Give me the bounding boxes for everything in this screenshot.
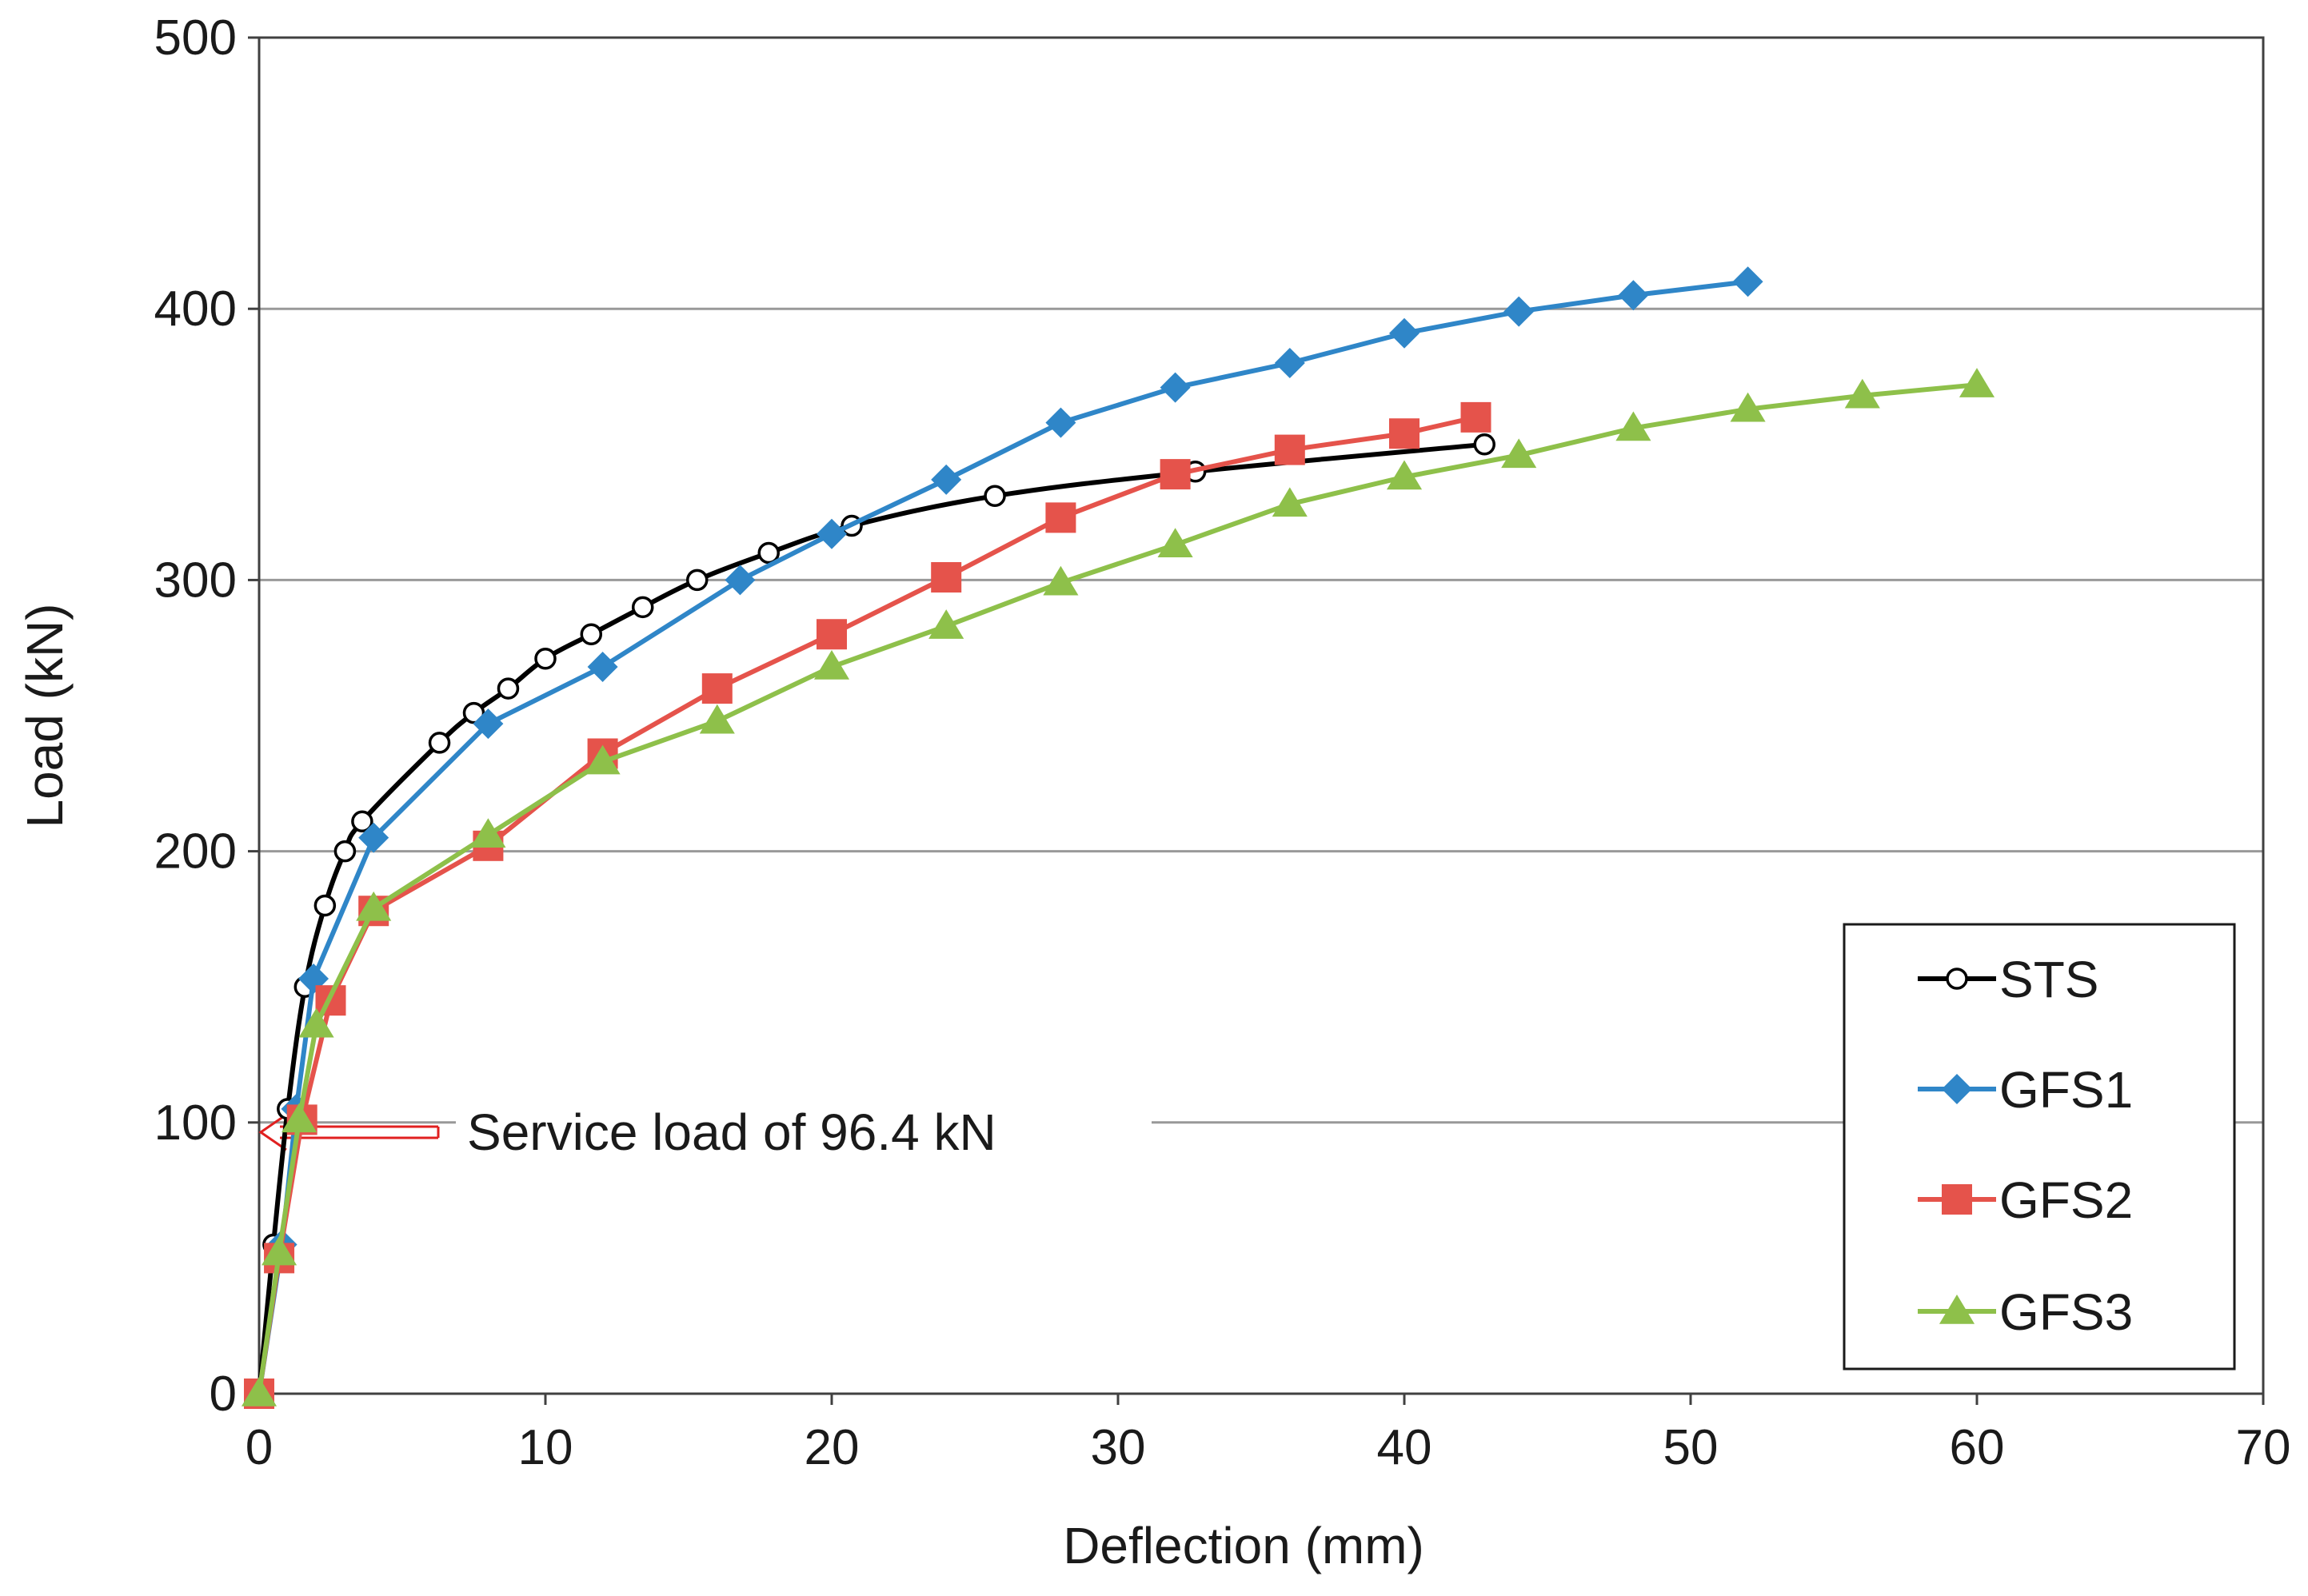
data-point-gfs1 bbox=[358, 822, 389, 853]
data-point-gfs3 bbox=[1157, 528, 1193, 558]
x-tick-label: 10 bbox=[518, 1420, 573, 1475]
data-point-sts bbox=[757, 541, 780, 565]
legend-label-gfs3: GFS3 bbox=[1999, 1283, 2133, 1341]
legend: STS GFS1 GFS2 GFS3 bbox=[1843, 923, 2236, 1371]
data-point-gfs3 bbox=[1043, 565, 1079, 596]
data-point-gfs2 bbox=[1389, 418, 1420, 449]
data-point-sts bbox=[333, 840, 357, 863]
legend-label-gfs2: GFS2 bbox=[1999, 1171, 2133, 1229]
plot-area-border bbox=[258, 36, 2265, 1395]
y-axis-title: Load (kN) bbox=[16, 604, 74, 828]
y-tick-labels: 0 100 200 300 400 500 bbox=[154, 10, 237, 1422]
service-load-label-background bbox=[456, 1086, 1152, 1163]
data-point-gfs2 bbox=[1160, 459, 1191, 490]
data-point-gfs3 bbox=[282, 1103, 317, 1133]
data-point-gfs3 bbox=[1386, 460, 1423, 490]
y-tick-label: 200 bbox=[154, 824, 237, 880]
data-point-gfs3 bbox=[1730, 392, 1766, 422]
y-tick-label: 400 bbox=[154, 281, 237, 337]
data-point-gfs3 bbox=[241, 1377, 278, 1406]
data-point-sts bbox=[428, 732, 451, 754]
data-point-gfs1 bbox=[817, 518, 847, 549]
data-point-gfs3 bbox=[928, 609, 964, 639]
service-load-label: Service load of 96.4 kN bbox=[467, 1103, 996, 1161]
y-tick-label: 500 bbox=[154, 10, 237, 66]
data-point-gfs1 bbox=[473, 708, 504, 740]
service-load-annotation: Service load of 96.4 kN bbox=[258, 1086, 1152, 1163]
x-tick-label: 60 bbox=[1950, 1420, 2005, 1475]
service-load-arrow-head bbox=[258, 1113, 287, 1151]
x-tick-label: 0 bbox=[246, 1420, 273, 1475]
data-point-gfs1 bbox=[1618, 280, 1649, 311]
data-point-gfs2 bbox=[1045, 502, 1076, 533]
data-point-gfs1 bbox=[1160, 372, 1191, 403]
data-point-gfs3 bbox=[262, 1235, 297, 1266]
series-layer bbox=[241, 266, 1995, 1409]
data-point-gfs2 bbox=[1460, 401, 1491, 433]
data-point-gfs1 bbox=[1732, 266, 1763, 297]
data-point-gfs1 bbox=[1045, 407, 1076, 438]
data-point-gfs2 bbox=[931, 562, 962, 593]
data-point-gfs1 bbox=[1503, 296, 1535, 327]
data-point-gfs3 bbox=[356, 891, 392, 921]
data-point-gfs1 bbox=[725, 565, 756, 596]
legend-label-gfs1: GFS1 bbox=[1999, 1061, 2133, 1119]
data-point-gfs2 bbox=[1274, 434, 1305, 465]
x-tick-label: 50 bbox=[1663, 1420, 1719, 1475]
data-point-sts bbox=[351, 810, 373, 833]
legend-label-sts: STS bbox=[1999, 951, 2098, 1008]
data-point-gfs3 bbox=[585, 744, 621, 775]
data-point-gfs3 bbox=[470, 818, 506, 848]
x-tick-label: 40 bbox=[1377, 1420, 1432, 1475]
legend-box bbox=[1843, 923, 2236, 1371]
x-tick-labels: 0 10 20 30 40 50 60 70 bbox=[246, 1420, 2291, 1475]
data-point-sts bbox=[631, 596, 654, 619]
data-point-gfs1 bbox=[587, 651, 618, 682]
legend-marker-gfs2 bbox=[1942, 1184, 1972, 1215]
series-gfs3 bbox=[241, 368, 1995, 1406]
x-axis-title: Deflection (mm) bbox=[1063, 1517, 1424, 1574]
legend-marker-gfs3 bbox=[1939, 1295, 1975, 1324]
data-point-sts bbox=[462, 701, 485, 724]
data-point-gfs3 bbox=[298, 1007, 334, 1038]
data-point-sts bbox=[984, 485, 1006, 507]
data-point-gfs3 bbox=[1615, 411, 1651, 441]
data-point-gfs3 bbox=[1959, 368, 1995, 397]
data-point-gfs2 bbox=[701, 673, 733, 704]
data-point-gfs3 bbox=[699, 704, 735, 734]
data-point-gfs3 bbox=[1272, 487, 1308, 517]
data-point-gfs1 bbox=[1389, 317, 1420, 349]
data-point-sts bbox=[497, 677, 520, 700]
data-point-sts bbox=[313, 894, 337, 917]
legend-marker-gfs1 bbox=[1942, 1074, 1972, 1104]
legend-marker-sts bbox=[1946, 968, 1968, 990]
y-tick-label: 0 bbox=[210, 1367, 237, 1422]
data-point-gfs3 bbox=[1501, 438, 1537, 469]
x-tick-label: 70 bbox=[2236, 1420, 2291, 1475]
data-point-sts bbox=[534, 648, 557, 670]
y-tick-label: 100 bbox=[154, 1095, 237, 1151]
x-tick-label: 30 bbox=[1091, 1420, 1146, 1475]
data-point-gfs2 bbox=[817, 619, 847, 650]
data-point-sts bbox=[1473, 433, 1495, 456]
data-point-sts bbox=[580, 623, 603, 645]
data-point-sts bbox=[685, 569, 709, 592]
data-point-gfs3 bbox=[1844, 378, 1880, 409]
data-point-gfs3 bbox=[813, 649, 850, 680]
data-point-gfs1 bbox=[931, 464, 962, 495]
data-point-gfs1 bbox=[1274, 348, 1305, 379]
y-tick-label: 300 bbox=[154, 553, 237, 608]
x-tick-label: 20 bbox=[805, 1420, 860, 1475]
